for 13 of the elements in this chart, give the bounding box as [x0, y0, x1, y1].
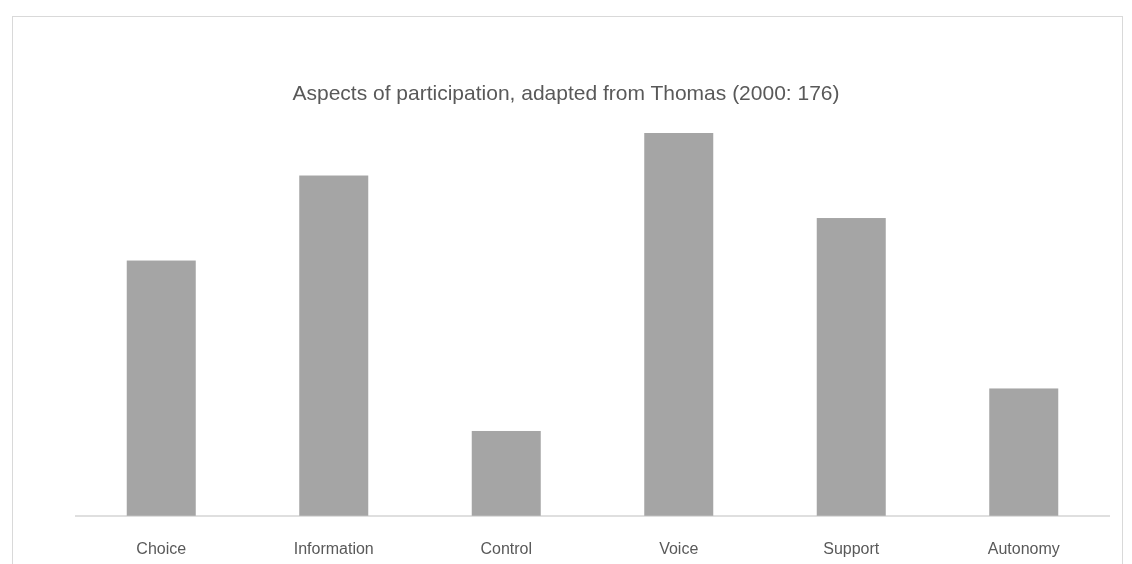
- x-tick-label: Autonomy: [987, 540, 1060, 557]
- bar: [126, 260, 196, 516]
- bar: [816, 218, 886, 516]
- chart-title: Aspects of participation, adapted from Thomas (2000: 176): [292, 81, 840, 104]
- x-tick-label: Voice: [659, 540, 699, 557]
- x-tick-label: Control: [480, 540, 533, 557]
- bar: [299, 175, 369, 516]
- bar: [989, 388, 1059, 516]
- x-tick-label: Support: [823, 540, 880, 557]
- x-tick-label: Information: [293, 540, 374, 557]
- bar: [471, 430, 541, 516]
- bar: [644, 133, 714, 516]
- x-tick-label: Choice: [136, 540, 187, 557]
